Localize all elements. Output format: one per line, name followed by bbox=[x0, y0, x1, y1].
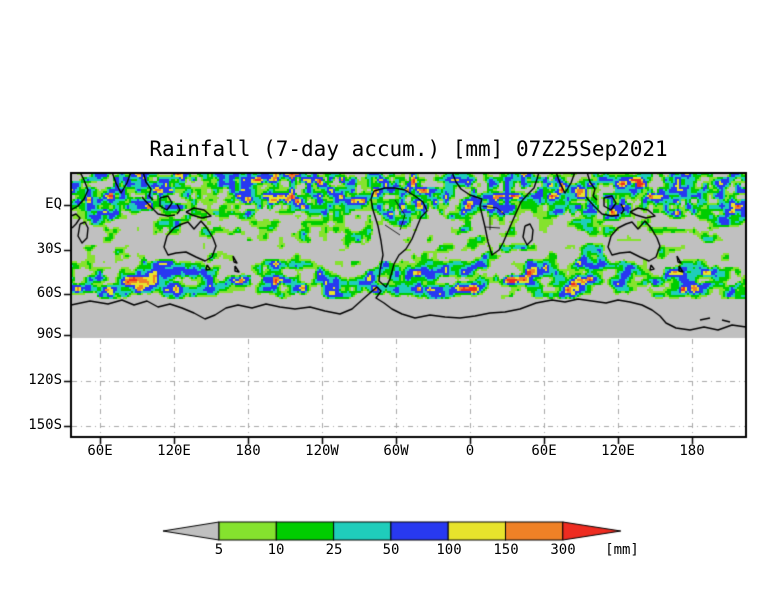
legend-value-150: 150 bbox=[493, 542, 519, 558]
x-tick-label-1: 60E bbox=[87, 443, 113, 459]
y-tick-label-30s: 30S bbox=[36, 241, 62, 257]
x-tick-label-8: 120E bbox=[601, 443, 635, 459]
legend-value-100: 100 bbox=[436, 542, 462, 558]
x-tick-label-7: 60E bbox=[531, 443, 557, 459]
y-tick-label-120s: 120S bbox=[28, 372, 62, 388]
legend-value-10: 10 bbox=[267, 542, 285, 558]
x-tick-label-3: 180 bbox=[235, 443, 261, 459]
x-tick-label-9: 180 bbox=[679, 443, 705, 459]
chart-title: Rainfall (7-day accum.) [mm] 07Z25Sep202… bbox=[149, 137, 668, 161]
x-tick-label-5: 60W bbox=[383, 443, 409, 459]
legend-unit-label: [mm] bbox=[605, 542, 639, 558]
x-tick-label-4: 120W bbox=[305, 443, 339, 459]
y-tick-label-eq: EQ bbox=[45, 196, 62, 212]
x-tick-label-6: 0 bbox=[465, 443, 475, 459]
x-tick-label-2: 120E bbox=[157, 443, 191, 459]
legend-value-50: 50 bbox=[382, 542, 400, 558]
y-tick-label-90s: 90S bbox=[36, 326, 62, 342]
legend-value-300: 300 bbox=[550, 542, 576, 558]
y-tick-label-150s: 150S bbox=[28, 417, 62, 433]
legend-value-5: 5 bbox=[214, 542, 224, 558]
legend-value-25: 25 bbox=[325, 542, 343, 558]
y-tick-label-60s: 60S bbox=[36, 285, 62, 301]
